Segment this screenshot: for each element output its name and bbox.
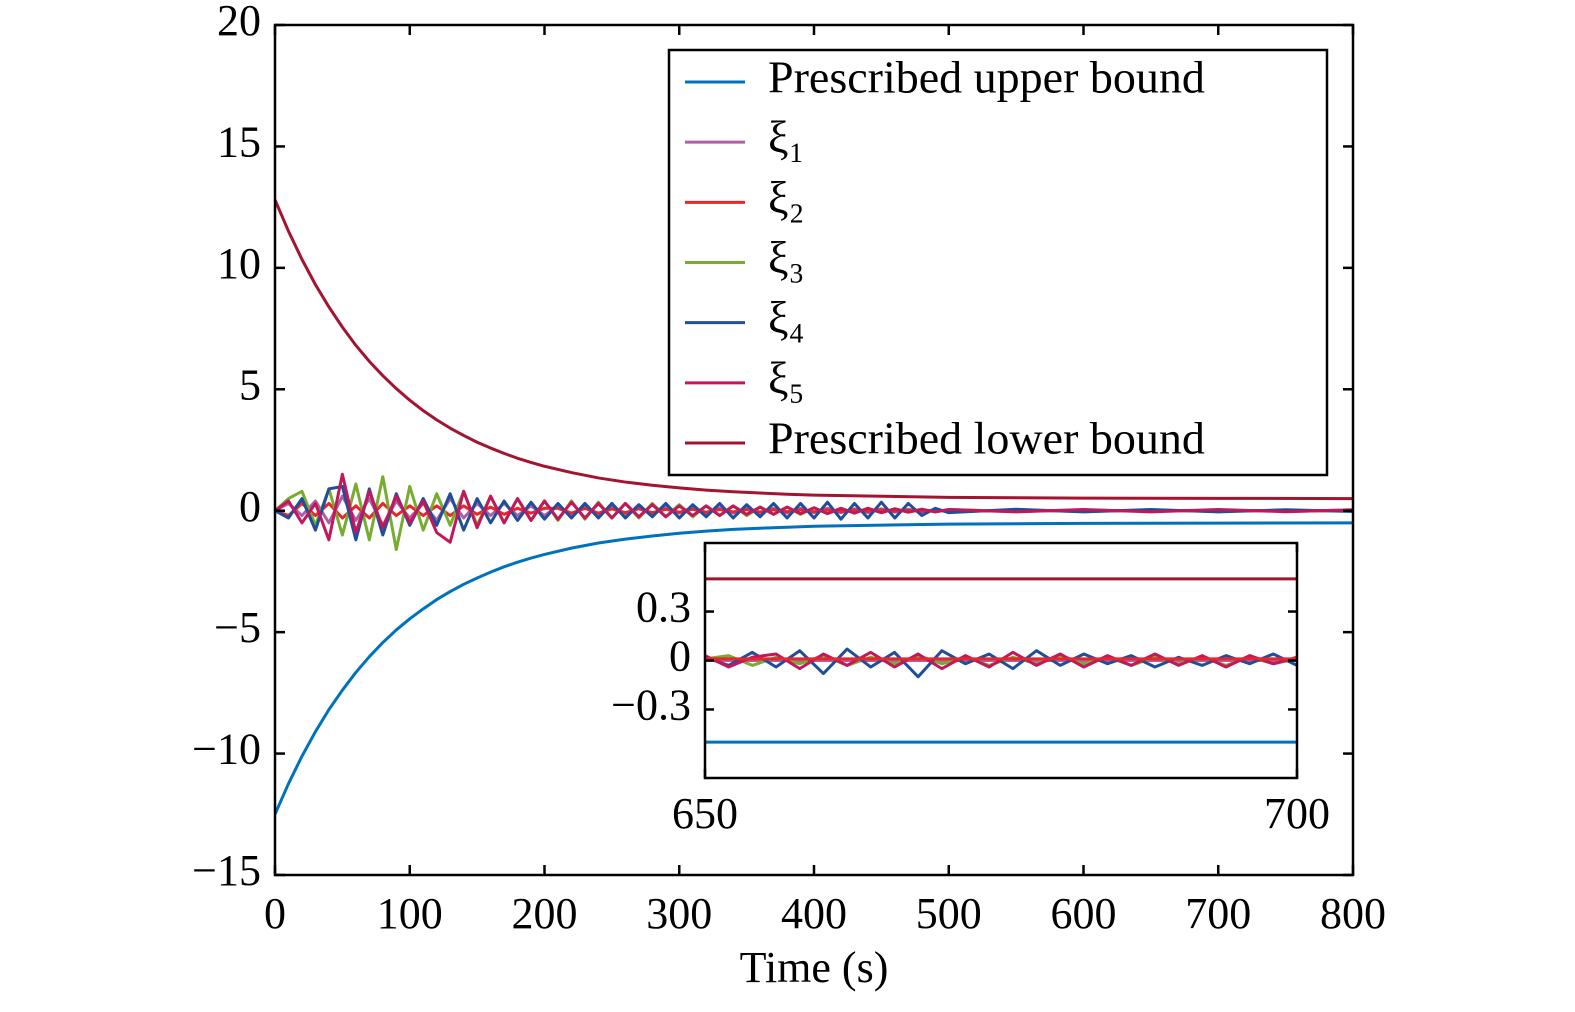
x-tick-label: 800 [1320,889,1386,938]
x-tick-label: 600 [1051,889,1117,938]
legend-label: ξ₃ [768,232,805,283]
legend-label: ξ₅ [768,352,805,403]
y-tick-label: 20 [217,0,261,45]
legend-label: ξ₂ [768,172,805,223]
x-tick-label: 700 [1185,889,1251,938]
plot-lines [705,577,1297,744]
y-tick-label: −5 [214,603,261,652]
y-tick-label: −10 [192,725,261,774]
y-tick-label: 0 [669,632,691,681]
legend-label: Prescribed lower bound [768,413,1205,464]
y-tick-label: 10 [217,239,261,288]
plot-lines [275,199,1353,815]
x-tick-label: 650 [672,789,738,838]
x-tick-label: 200 [512,889,578,938]
x-tick-label: 100 [377,889,443,938]
x-axis-label: Time (s) [740,943,889,992]
series-line [275,521,1353,815]
x-tick-label: 500 [916,889,982,938]
series-line [275,472,1353,544]
legend-label: Prescribed upper bound [768,52,1205,103]
series-line [275,199,1353,501]
legend-label: ξ₁ [768,112,805,163]
legend: Prescribed upper bound ξ₁ ξ₂ ξ₃ ξ₄ ξ₅ Prescrib… [667,48,1329,477]
x-tick-label: 300 [646,889,712,938]
y-tick-label: −0.3 [611,681,691,730]
y-tick-label: 5 [239,360,261,409]
y-tick-label: 0.3 [636,583,691,632]
y-tick-label: 15 [217,118,261,167]
y-tick-label: −15 [192,846,261,895]
legend-box [667,48,1329,477]
x-tick-label: 700 [1264,789,1330,838]
y-tick-label: 0 [239,482,261,531]
x-tick-label: 0 [264,889,286,938]
legend-label: ξ₄ [768,292,805,343]
x-tick-label: 400 [781,889,847,938]
